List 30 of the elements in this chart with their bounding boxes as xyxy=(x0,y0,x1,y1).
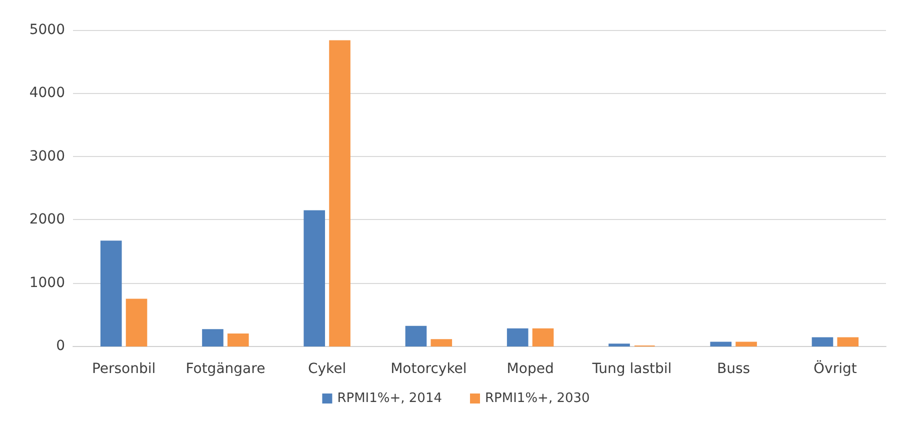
y-tick-label: 1000 xyxy=(29,274,65,291)
x-tick-label: Motorcykel xyxy=(390,361,467,377)
y-tick-label: 3000 xyxy=(29,148,65,164)
bar xyxy=(100,240,122,346)
x-tick-label: Personbil xyxy=(92,361,156,377)
y-tick-label: 0 xyxy=(56,338,65,354)
legend-label: RPMI1%+, 2030 xyxy=(485,391,590,406)
x-tick-label: Buss xyxy=(717,361,750,377)
y-tick-label: 4000 xyxy=(29,85,65,102)
x-tick-label: Fotgängare xyxy=(186,361,266,377)
x-tick-label: Övrigt xyxy=(814,360,858,377)
bar xyxy=(304,210,326,346)
bar xyxy=(329,40,350,346)
bar xyxy=(837,337,859,346)
bar xyxy=(202,329,224,346)
bar xyxy=(430,339,452,346)
legend-label: RPMI1%+, 2014 xyxy=(337,391,442,406)
y-tick-label: 5000 xyxy=(29,22,65,38)
bar xyxy=(812,337,834,346)
bar xyxy=(710,342,732,346)
x-tick-label: Tung lastbil xyxy=(591,361,672,377)
bar xyxy=(126,298,148,346)
bar xyxy=(227,333,249,346)
bar xyxy=(736,342,757,346)
bar xyxy=(405,326,427,346)
bar xyxy=(532,328,554,346)
x-tick-label: Moped xyxy=(506,361,554,377)
x-tick-label: Cykel xyxy=(308,361,346,377)
y-tick-label: 2000 xyxy=(29,212,65,228)
bar xyxy=(506,328,528,346)
